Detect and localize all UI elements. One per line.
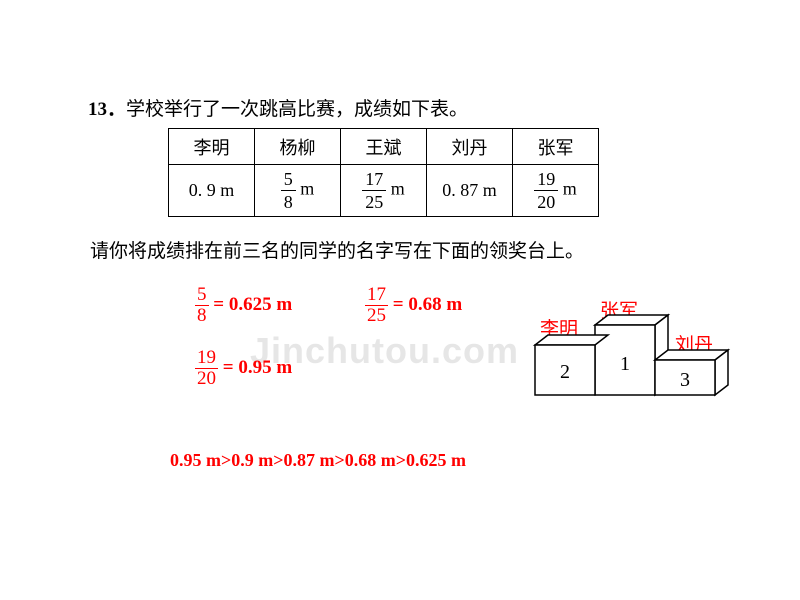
data-cell: 17 25 m bbox=[341, 165, 427, 217]
answer-line-1: 5 8 = 0.625 m bbox=[195, 285, 292, 326]
fraction: 17 25 bbox=[362, 170, 386, 211]
podium-diagram: 1 2 3 bbox=[520, 300, 750, 420]
question-body: 学校举行了一次跳高比赛，成绩如下表。 bbox=[126, 99, 468, 120]
data-cell: 0. 9 m bbox=[169, 165, 255, 217]
header-cell: 王斌 bbox=[341, 129, 427, 165]
comparison-chain: 0.95 m>0.9 m>0.87 m>0.68 m>0.625 m bbox=[170, 450, 466, 471]
question-text: 13．学校举行了一次跳高比赛，成绩如下表。 bbox=[88, 94, 468, 121]
fraction: 5 8 bbox=[195, 285, 209, 326]
podium-block-3 bbox=[655, 350, 728, 395]
header-cell: 刘丹 bbox=[427, 129, 513, 165]
table-data-row: 0. 9 m 5 8 m 17 25 m 0. 87 m 19 20 m bbox=[169, 165, 599, 217]
results-table: 李明 杨柳 王斌 刘丹 张军 0. 9 m 5 8 m 17 25 m 0. 8… bbox=[168, 128, 599, 217]
table-header-row: 李明 杨柳 王斌 刘丹 张军 bbox=[169, 129, 599, 165]
fraction: 19 20 bbox=[534, 170, 558, 211]
podium-label-1: 1 bbox=[620, 353, 630, 375]
fraction: 19 20 bbox=[195, 348, 218, 389]
data-cell: 0. 87 m bbox=[427, 165, 513, 217]
fraction: 5 8 bbox=[281, 170, 296, 211]
podium-label-2: 2 bbox=[560, 361, 570, 383]
instruction-text: 请你将成绩排在前三名的同学的名字写在下面的领奖台上。 bbox=[90, 236, 584, 263]
data-cell: 5 8 m bbox=[255, 165, 341, 217]
header-cell: 杨柳 bbox=[255, 129, 341, 165]
fraction: 17 25 bbox=[365, 285, 388, 326]
answer-line-2: 17 25 = 0.68 m bbox=[365, 285, 462, 326]
header-cell: 李明 bbox=[169, 129, 255, 165]
data-cell: 19 20 m bbox=[513, 165, 599, 217]
question-number: 13． bbox=[88, 99, 126, 120]
podium-label-3: 3 bbox=[680, 369, 690, 391]
answer-line-3: 19 20 = 0.95 m bbox=[195, 348, 292, 389]
header-cell: 张军 bbox=[513, 129, 599, 165]
